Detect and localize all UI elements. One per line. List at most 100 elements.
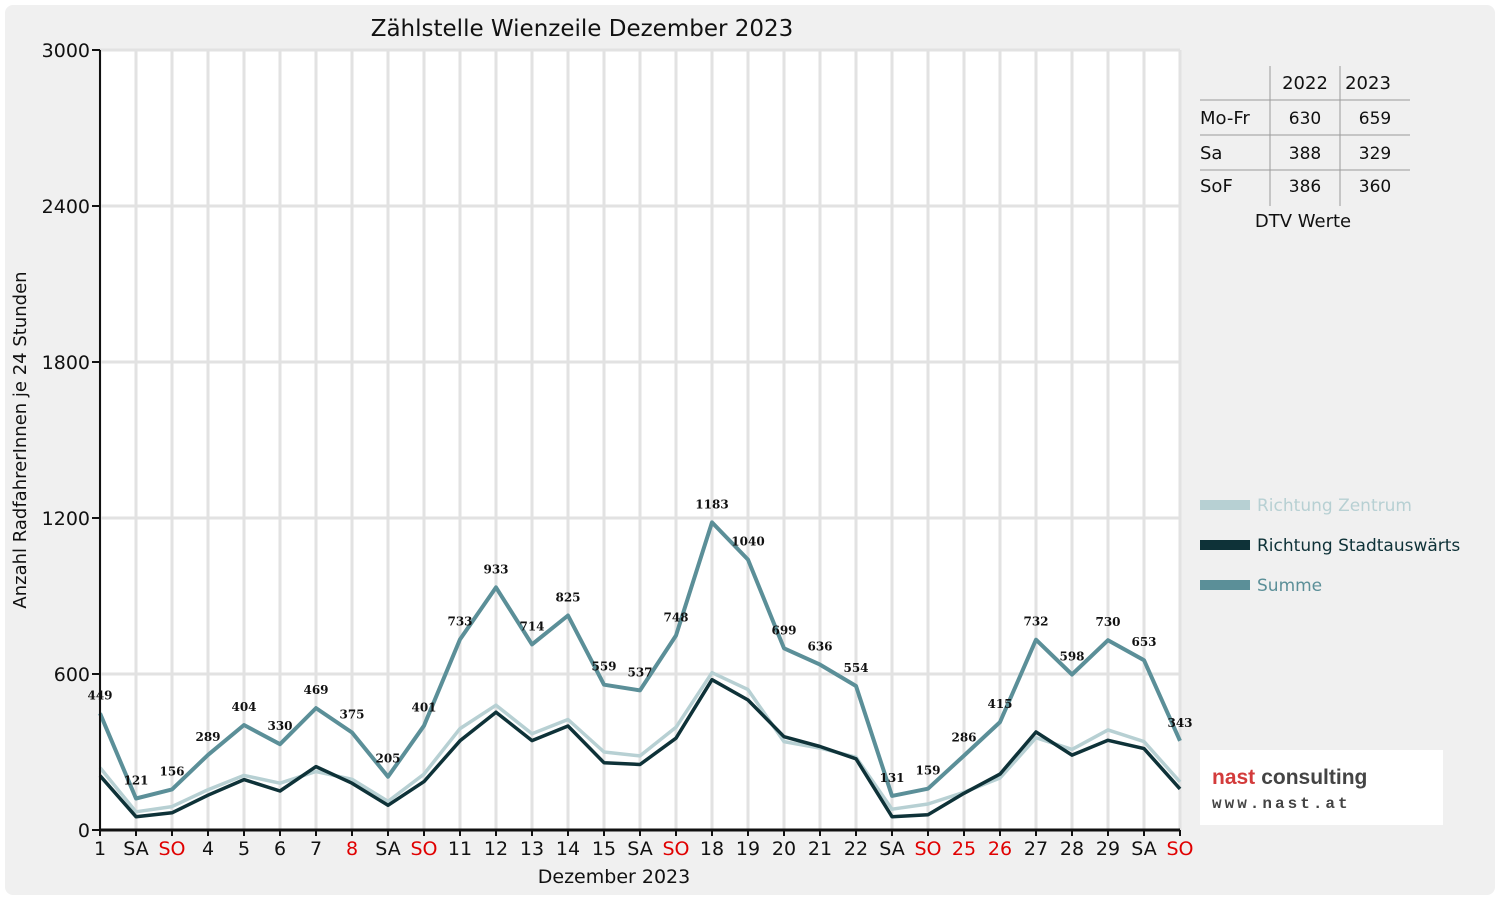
data-label: 289 bbox=[195, 730, 220, 744]
data-label: 653 bbox=[1131, 635, 1156, 649]
logo-url: www.nast.at bbox=[1212, 795, 1351, 813]
data-label: 1183 bbox=[695, 497, 728, 511]
data-label: 159 bbox=[915, 764, 940, 778]
x-tick-label: 13 bbox=[520, 838, 544, 860]
legend-label-stadtauswaerts: Richtung Stadtauswärts bbox=[1257, 536, 1460, 556]
legend: Richtung Zentrum Richtung Stadtauswärts … bbox=[1200, 496, 1460, 596]
data-label: 330 bbox=[267, 719, 292, 733]
table-header-2023: 2023 bbox=[1345, 73, 1391, 94]
data-label: 401 bbox=[411, 701, 436, 715]
x-tick-label: 7 bbox=[310, 838, 322, 860]
y-axis-label: Anzahl RadfahrerInnen je 24 Stunden bbox=[10, 271, 31, 608]
data-label: 559 bbox=[591, 660, 616, 674]
y-tick-label: 0 bbox=[78, 820, 90, 842]
data-label: 636 bbox=[807, 640, 832, 654]
table-cell: 388 bbox=[1289, 144, 1321, 164]
legend-label-summe: Summe bbox=[1257, 576, 1322, 596]
logo-consulting: consulting bbox=[1261, 766, 1367, 789]
x-tick-label: SO bbox=[410, 838, 437, 860]
data-label: 598 bbox=[1059, 650, 1084, 664]
data-label: 343 bbox=[1167, 716, 1192, 730]
legend-swatch-zentrum bbox=[1200, 500, 1250, 510]
x-tick-label: SO bbox=[1166, 838, 1193, 860]
data-label: 156 bbox=[159, 764, 184, 778]
table-caption: DTV Werte bbox=[1255, 211, 1351, 232]
table-cell: 630 bbox=[1289, 109, 1321, 129]
data-label: 733 bbox=[447, 614, 472, 628]
x-tick-label: 5 bbox=[238, 838, 250, 860]
x-tick-label: SA bbox=[123, 838, 148, 860]
x-tick-label: SO bbox=[914, 838, 941, 860]
x-tick-label: 12 bbox=[484, 838, 508, 860]
x-tick-label: 4 bbox=[202, 838, 214, 860]
y-tick-label: 600 bbox=[54, 664, 90, 686]
x-tick-label: 21 bbox=[808, 838, 832, 860]
data-label: 699 bbox=[771, 623, 796, 637]
x-tick-label: 25 bbox=[952, 838, 976, 860]
table-row-label: SoF bbox=[1200, 176, 1233, 197]
legend-swatch-stadtauswaerts bbox=[1200, 540, 1250, 550]
series-line-stadtauswaerts bbox=[98, 677, 1182, 819]
data-label: 714 bbox=[519, 619, 544, 633]
data-label: 537 bbox=[627, 665, 652, 679]
x-tick-label: 6 bbox=[274, 838, 286, 860]
x-tick-label: SA bbox=[627, 838, 652, 860]
data-label: 121 bbox=[123, 774, 148, 788]
series-line-zentrum bbox=[98, 670, 1182, 814]
data-label: 375 bbox=[339, 708, 364, 722]
logo-wordmark: nast consulting bbox=[1212, 766, 1367, 789]
chart-title: Zählstelle Wienzeile Dezember 2023 bbox=[371, 16, 794, 42]
logo-nast: nast bbox=[1212, 766, 1255, 789]
x-tick-label: 27 bbox=[1024, 838, 1048, 860]
x-tick-label: SO bbox=[662, 838, 689, 860]
data-label: 205 bbox=[375, 752, 400, 766]
data-label: 748 bbox=[663, 611, 688, 625]
data-label: 554 bbox=[843, 661, 868, 675]
table-cell: 659 bbox=[1359, 109, 1391, 129]
x-axis-label: Dezember 2023 bbox=[538, 866, 690, 888]
x-tick-label: 28 bbox=[1060, 838, 1084, 860]
table-row-label: Sa bbox=[1200, 143, 1222, 164]
y-tick-label: 3000 bbox=[42, 40, 90, 62]
y-tick-label: 1200 bbox=[42, 508, 90, 530]
legend-label-zentrum: Richtung Zentrum bbox=[1257, 496, 1412, 516]
logo: nast consulting www.nast.at bbox=[1200, 750, 1443, 825]
data-label: 404 bbox=[231, 700, 256, 714]
data-label: 1040 bbox=[731, 535, 764, 549]
x-tick-label: 11 bbox=[448, 838, 472, 860]
x-tick-label: 29 bbox=[1096, 838, 1120, 860]
series-line-summe bbox=[98, 520, 1182, 801]
logo-background bbox=[1200, 750, 1443, 825]
table-cell: 329 bbox=[1359, 144, 1391, 164]
data-label: 825 bbox=[555, 591, 580, 605]
dtv-table: 2022 2023 Mo-Fr 630 659 Sa 388 329 SoF 3… bbox=[1200, 66, 1410, 232]
data-label: 415 bbox=[987, 697, 1012, 711]
x-tick-label: 14 bbox=[556, 838, 580, 860]
y-tick-label: 1800 bbox=[42, 352, 90, 374]
table-header-2022: 2022 bbox=[1282, 73, 1328, 94]
data-label: 286 bbox=[951, 731, 976, 745]
x-tick-label: SA bbox=[375, 838, 400, 860]
x-tick-label: 22 bbox=[844, 838, 868, 860]
x-tick-label: SA bbox=[879, 838, 904, 860]
x-tick-label: 15 bbox=[592, 838, 616, 860]
x-tick-label: 18 bbox=[700, 838, 724, 860]
x-tick-label: 8 bbox=[346, 838, 358, 860]
legend-swatch-summe bbox=[1200, 580, 1250, 590]
x-tick-label: SA bbox=[1131, 838, 1156, 860]
x-tick-label: 20 bbox=[772, 838, 796, 860]
x-tick-label: 26 bbox=[988, 838, 1012, 860]
table-cell: 360 bbox=[1359, 177, 1391, 197]
y-tick-label: 2400 bbox=[42, 196, 90, 218]
data-label: 730 bbox=[1095, 615, 1120, 629]
series-lines bbox=[98, 520, 1182, 819]
data-label: 732 bbox=[1023, 615, 1048, 629]
x-tick-label: 19 bbox=[736, 838, 760, 860]
table-cell: 386 bbox=[1289, 177, 1321, 197]
x-tick-label: SO bbox=[158, 838, 185, 860]
table-row-label: Mo-Fr bbox=[1200, 108, 1250, 129]
data-label: 933 bbox=[483, 562, 508, 576]
data-label: 469 bbox=[303, 683, 328, 697]
